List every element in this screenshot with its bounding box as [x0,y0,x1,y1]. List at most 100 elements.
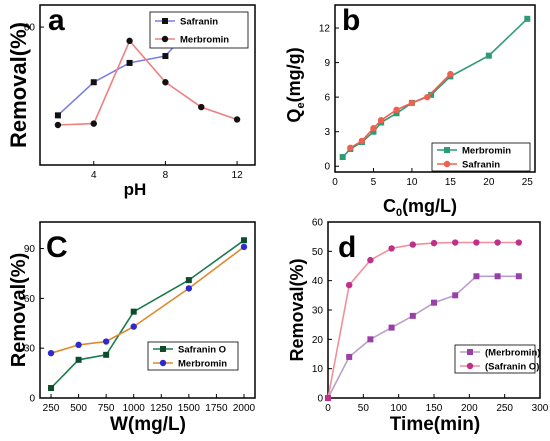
panel-c-series-merbromin-point [240,243,248,251]
panel-d-series-safranin-o [324,239,522,402]
panel-d-ytick-label: 20 [312,335,324,346]
panel-b-series-safranin-point [393,106,400,114]
panel-d-series-safranin-o-point [473,239,480,246]
panel-b-series-safranin [347,70,454,152]
panel-b-xtick-label: 0 [332,177,338,188]
panel-d-xtick-label: 100 [390,403,407,414]
panel-b-legend: Merbromin Safranin [431,142,531,172]
panel-c-legend: Safranin O Merbromin [147,341,239,371]
panel-a-ylabel: Removal(%) [6,22,31,148]
panel-d-ytick-label: 0 [317,394,323,405]
panel-c-series-safranin-o-point [185,277,192,284]
panel-c-series-safranin-o-point [103,351,110,358]
panel-a-xtick-label: 8 [163,170,169,181]
panel-d-series-safranin-o-point [515,239,522,246]
panel-d-ylabel: Removal(%) [287,258,307,361]
panel-a-series-safranin-point [126,59,133,66]
panel-d-xtick-label: 150 [426,403,443,414]
panel-c-legend-label: Merbromin [178,359,227,370]
panel-d-ytick-label: 30 [312,306,324,317]
panel-c-xtick-label: 1500 [178,403,201,414]
panel-c-series-merbromin-line [50,246,245,354]
panel-b-series-safranin-point [447,70,454,78]
panel-a-legend: Safranin Merbromin [149,11,249,49]
panel-c-xtick-label: 2000 [233,403,256,414]
panel-a-letter: a [48,4,65,37]
panel-a-series-safranin-point [90,79,97,86]
panel-b-xtick-label: 15 [445,177,457,188]
panel-d-series-merbromin [325,273,522,401]
panel-b-series-safranin-point [424,93,431,101]
panel-a-xlabel: pH [124,180,147,199]
panel-b-ytick-label: 3 [324,127,330,138]
panel-c-ytick-label: 0 [29,394,35,405]
panel-a-series-safranin-point [54,112,61,119]
panel-b-frame [334,4,536,173]
panel-c-ytick-label: 60 [24,294,36,305]
panel-d-series-safranin-o-line [327,241,519,399]
panel-c-xtick-label: 1250 [150,403,173,414]
panel-b-xtick-label: 5 [371,177,377,188]
panel-a-series-merbromin-point [54,121,62,129]
panel-c-series-safranin-o-point [240,237,247,244]
panel-c-series-merbromin-point [130,323,137,330]
panel-b-series-safranin-point [358,137,366,145]
panel-c-frame [39,221,256,399]
panel-b-xlabel: C0(mg/L) [383,196,457,219]
panel-d-legend-label: (Merbromin) [485,348,540,359]
panel-b-ytick-label: 6 [324,93,330,104]
panel-c-ytick-label: 30 [24,344,36,355]
panel-c-legend-label: Safranin O [178,345,226,356]
panel-d-series-merbromin-point [431,299,437,306]
panel-d-series-safranin-o-point [388,245,395,252]
panel-a-series-merbromin-point [233,116,241,123]
panel-b-ylabel: Qe(mg/g) [284,47,307,122]
panel-d-series-merbromin-line [327,275,519,399]
panel-a-ytick-label: 60 [24,23,36,34]
panel-a-series-merbromin [54,37,241,129]
panel-d-series-merbromin-point [388,324,395,331]
panel-c-ylabel: Removal(%) [8,253,30,367]
panel-b-letter: b [342,4,360,37]
panel-d-series-safranin-o-point [452,239,459,246]
panel-b-xtick-label: 25 [522,177,534,188]
panel-d-letter: d [338,231,356,264]
panel-c-ytick-label: 90 [24,244,36,255]
panel-c-series-merbromin-point [75,341,82,349]
panel-b-xtick-label: 10 [406,177,418,188]
panel-d-ytick-label: 40 [312,276,324,287]
panel-b-legend-label: Merbromin [462,146,511,157]
panel-d-series-merbromin-point [346,353,353,360]
panel-d-legend-marker [466,362,474,370]
panel-c-letter: C [46,231,68,264]
panel-d-xtick-label: 200 [461,403,478,414]
panel-d-series-merbromin-point [452,292,459,299]
panel-a-legend-marker [161,35,169,43]
panel-c-series-safranin-o-point [48,385,55,392]
panel-c-xtick-label: 1750 [205,403,228,414]
panel-c-series-merbromin-point [47,349,55,357]
panel-a-series-safranin-point [162,53,169,60]
panel-d-series-safranin-o-point [494,239,501,246]
panel-a-series-merbromin-point [162,79,169,86]
panel-b-series-merbromin-line [342,18,528,158]
panel-b-series-merbromin-point [524,15,531,22]
panel-d-series-safranin-o-point [367,256,374,264]
panel-a-xtick-label: 12 [232,170,244,181]
panel-d-ytick-label: 60 [312,218,324,229]
panel-d-legend-marker [467,349,473,355]
panel-c-series-merbromin-point [185,285,193,292]
panel-c-series-merbromin-point [102,338,110,345]
panel-d-legend: (Merbromin) (Safranin O) [454,344,540,374]
panel-b-ytick-label: 12 [319,24,331,35]
panel-b-ytick-label: 0 [324,162,330,173]
panel-b-series-merbromin-point [339,154,346,161]
panel-c: 250 500 750 1000 1250 1500 1750 2000 0 30 60 90 W(mg… [8,221,256,435]
panel-d-series-safranin-o-point [346,281,353,289]
panel-b-series-merbromin-point [428,91,435,98]
panel-c-legend-marker [160,346,166,352]
panel-d-series-merbromin-point [494,273,501,280]
panel-a-legend-marker [162,18,168,24]
panel-a-series-merbromin-point [90,120,97,127]
